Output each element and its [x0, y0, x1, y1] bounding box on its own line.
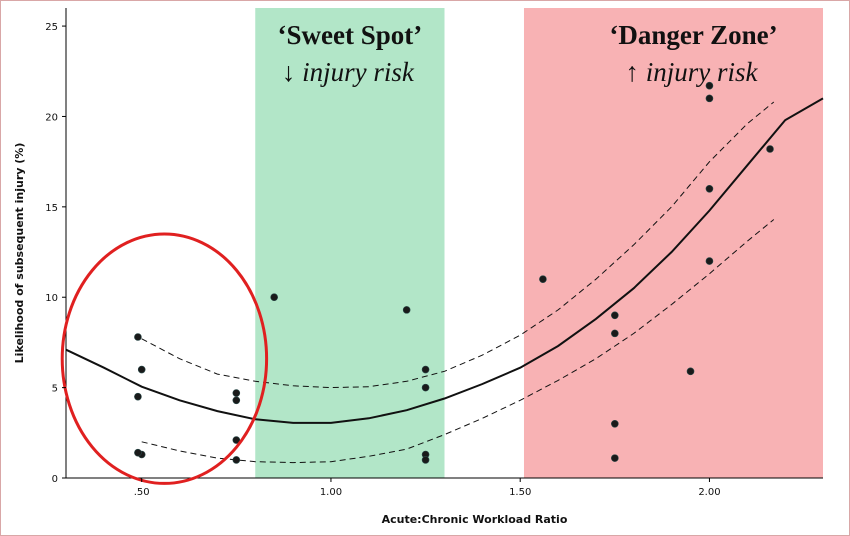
- zones-layer: [255, 8, 823, 478]
- y-tick-label: 15: [45, 203, 58, 214]
- data-point: [766, 145, 774, 153]
- data-point: [421, 365, 430, 374]
- sweet-spot-subtitle: ↓ injury risk: [282, 57, 415, 87]
- danger-zone-band: [523, 8, 823, 478]
- data-point: [134, 333, 142, 341]
- x-tick-label: 2.00: [698, 487, 720, 498]
- data-point: [611, 329, 619, 338]
- x-tick-label: 1.00: [320, 487, 342, 498]
- highlight-circle: [60, 232, 269, 485]
- y-axis-title: Likelihood of subsequent injury (%): [13, 143, 26, 364]
- points-layer: [134, 81, 774, 464]
- data-point: [232, 436, 241, 444]
- y-tick-label: 0: [52, 474, 58, 485]
- data-point: [232, 396, 241, 405]
- data-point: [705, 184, 714, 193]
- data-point: [270, 293, 278, 302]
- labels-layer: Acute:Chronic Workload Ratio Likelihood o…: [13, 20, 778, 526]
- data-point: [134, 392, 142, 401]
- data-point: [611, 311, 619, 320]
- danger-zone-title: ‘Danger Zone’: [609, 20, 777, 50]
- x-axis-title: Acute:Chronic Workload Ratio: [382, 513, 568, 526]
- data-point: [134, 448, 142, 457]
- fit-curve: [65, 97, 824, 424]
- data-point: [539, 275, 547, 283]
- y-tick-label: 20: [45, 112, 58, 123]
- danger-zone-subtitle: ↑ injury risk: [625, 57, 758, 87]
- data-point: [137, 365, 146, 374]
- data-point: [705, 257, 714, 265]
- x-tick-label: .50: [134, 487, 150, 498]
- data-point: [421, 383, 430, 392]
- y-tick-label: 10: [45, 293, 58, 304]
- ticks-layer: 0 5 10 15 20 25 .50 1.00 1.50 2.00: [45, 22, 720, 498]
- data-point: [611, 454, 619, 462]
- data-point: [232, 389, 241, 397]
- y-tick-label: 25: [45, 22, 58, 33]
- data-point: [421, 456, 430, 464]
- sweet-spot-title: ‘Sweet Spot’: [278, 20, 423, 50]
- data-point: [611, 419, 619, 428]
- ci-upper-curve: [141, 101, 775, 389]
- data-point: [232, 456, 241, 464]
- data-point: [705, 94, 714, 103]
- x-tick-label: 1.50: [509, 487, 531, 498]
- sweet-spot-band: [255, 8, 445, 478]
- curves-layer: [65, 97, 824, 464]
- y-tick-label: 5: [52, 384, 58, 395]
- data-point: [686, 367, 695, 376]
- data-point: [402, 306, 411, 314]
- data-point: [705, 81, 714, 90]
